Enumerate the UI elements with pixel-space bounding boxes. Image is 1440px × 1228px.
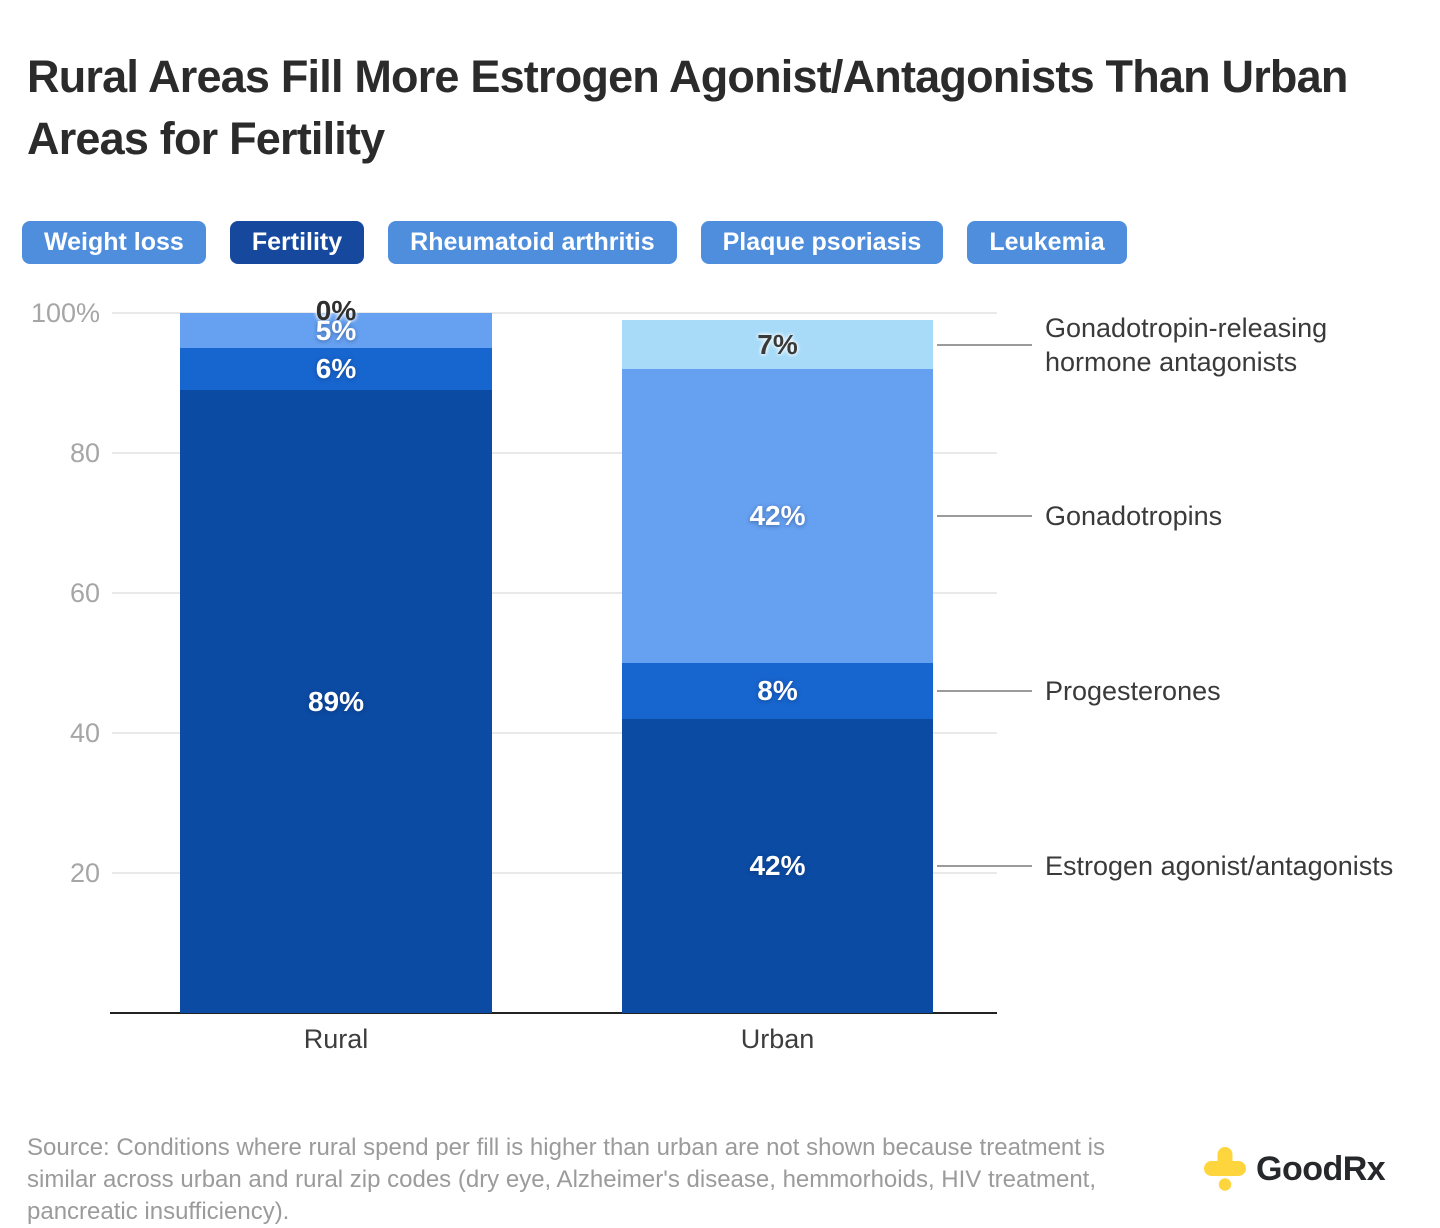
legend-label-progesterones: Progesterones bbox=[1045, 676, 1221, 706]
gridline bbox=[112, 312, 997, 314]
bar-value-label: 7% bbox=[757, 328, 798, 360]
bar-rural: 89% 6% 5% 0% bbox=[180, 295, 492, 1013]
goodrx-logo: GoodRx bbox=[1203, 1146, 1386, 1193]
y-axis-tick-label: 40 bbox=[69, 718, 100, 748]
x-axis-category-label: Urban bbox=[740, 1024, 815, 1054]
x-axis-line bbox=[110, 1012, 997, 1014]
legend-label-gonadotropin-releasing-hormone-antagonists: Gonadotropin-releasing hormone antagonis… bbox=[1045, 312, 1328, 377]
goodrx-plus-icon bbox=[1203, 1146, 1247, 1193]
legend-connector bbox=[937, 865, 1032, 867]
bar-value-label-zero: 0% bbox=[315, 295, 357, 326]
condition-tabs: Weight loss Fertility Rheumatoid arthritis… bbox=[22, 221, 1127, 264]
bar-segment-progesterones: 6% bbox=[180, 348, 492, 390]
legend-connector bbox=[937, 515, 1032, 517]
bar-value-label: 42% bbox=[749, 500, 806, 531]
bar-segment-progesterones: 8% bbox=[622, 663, 933, 719]
bar-value-label: 89% bbox=[307, 685, 365, 717]
page-title: Rural Areas Fill More Estrogen Agonist/A… bbox=[27, 51, 1348, 165]
goodrx-logo-text: GoodRx bbox=[1256, 1150, 1386, 1188]
tab-weight-loss[interactable]: Weight loss bbox=[22, 221, 206, 264]
bar-segment-gonadotropin-releasing-hormone-antagonists: 7% bbox=[622, 320, 933, 369]
bar-segment-gonadotropins: 42% bbox=[622, 369, 933, 663]
bar-segment-estrogen-agonist-antagonists: 42% bbox=[622, 719, 933, 1013]
tab-fertility[interactable]: Fertility bbox=[229, 221, 365, 264]
tab-rheumatoid-arthritis[interactable]: Rheumatoid arthritis bbox=[388, 221, 677, 264]
legend-label-estrogen-agonist-antagonists: Estrogen agonist/antagonists bbox=[1045, 851, 1394, 881]
legend-connector bbox=[937, 343, 1032, 346]
gridline bbox=[112, 872, 997, 874]
bar-value-label: 42% bbox=[749, 850, 806, 881]
gridline bbox=[112, 732, 997, 734]
bar-value-label: 5% bbox=[315, 314, 357, 346]
gridline bbox=[112, 592, 997, 594]
x-axis-category-label: Rural bbox=[303, 1024, 369, 1054]
y-axis-tick-label: 20 bbox=[69, 858, 100, 888]
gridline bbox=[112, 452, 997, 454]
source-note: Source: Conditions where rural spend per… bbox=[27, 1134, 1105, 1225]
bar-urban: 42% 8% 42% 7% bbox=[622, 320, 933, 1013]
tab-plaque-psoriasis[interactable]: Plaque psoriasis bbox=[700, 221, 944, 264]
bar-segment-estrogen-agonist-antagonists: 89% bbox=[180, 390, 492, 1013]
tab-leukemia[interactable]: Leukemia bbox=[967, 221, 1127, 264]
y-axis-tick-label: 100% bbox=[30, 298, 100, 328]
legend-label-gonadotropins: Gonadotropins bbox=[1045, 501, 1223, 531]
bar-value-label: 8% bbox=[757, 675, 798, 706]
bar-segment-gonadotropins: 5% bbox=[180, 313, 492, 348]
legend-connector bbox=[937, 690, 1032, 692]
bar-value-label: 6% bbox=[315, 353, 357, 384]
y-axis-tick-label: 80 bbox=[69, 438, 100, 468]
y-axis-tick-label: 60 bbox=[69, 578, 100, 608]
